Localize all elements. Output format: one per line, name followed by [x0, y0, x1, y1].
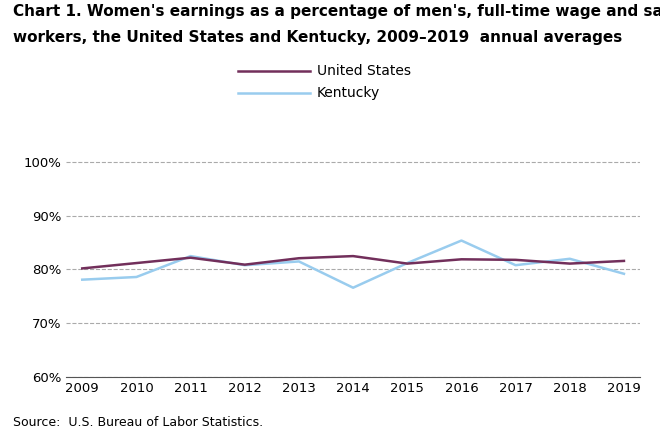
Kentucky [566, 256, 574, 262]
Kentucky [295, 259, 303, 264]
Text: United States: United States [317, 65, 411, 78]
United States [133, 261, 141, 266]
Text: Source:  U.S. Bureau of Labor Statistics.: Source: U.S. Bureau of Labor Statistics. [13, 416, 263, 429]
Kentucky [620, 271, 628, 276]
Kentucky [241, 262, 249, 268]
Text: Kentucky: Kentucky [317, 86, 380, 100]
Kentucky [79, 277, 86, 282]
Line: United States: United States [82, 256, 624, 268]
Kentucky [403, 261, 411, 266]
Kentucky [349, 285, 357, 290]
United States [457, 257, 465, 262]
United States [620, 259, 628, 264]
United States [512, 257, 519, 262]
Kentucky [457, 238, 465, 243]
United States [349, 253, 357, 259]
United States [295, 255, 303, 261]
United States [241, 262, 249, 267]
United States [566, 261, 574, 266]
Kentucky [187, 253, 195, 259]
Kentucky [512, 262, 519, 268]
United States [79, 266, 86, 271]
United States [187, 255, 195, 260]
Text: Chart 1. Women's earnings as a percentage of men's, full-time wage and salary: Chart 1. Women's earnings as a percentag… [13, 4, 660, 19]
Text: workers, the United States and Kentucky, 2009–2019  annual averages: workers, the United States and Kentucky,… [13, 30, 622, 45]
Line: Kentucky: Kentucky [82, 241, 624, 288]
United States [403, 261, 411, 266]
Kentucky [133, 275, 141, 280]
